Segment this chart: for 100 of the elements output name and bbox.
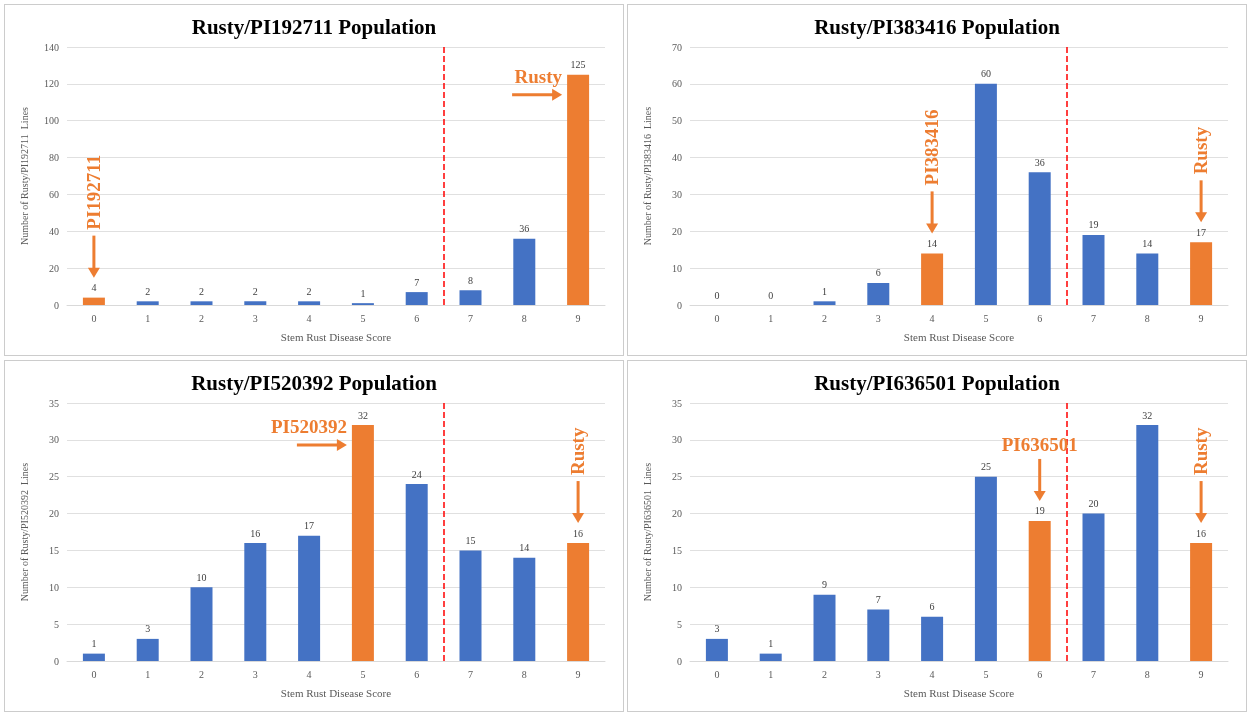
x-tick-label: 6 bbox=[1037, 668, 1043, 680]
data-label: 7 bbox=[875, 593, 881, 605]
bar bbox=[567, 74, 590, 305]
bar bbox=[1082, 513, 1105, 661]
y-tick-label: 15 bbox=[672, 544, 682, 556]
y-tick-label: 35 bbox=[49, 397, 59, 409]
y-tick-label: 0 bbox=[677, 299, 682, 311]
data-label: 20 bbox=[1088, 498, 1099, 510]
data-label: 0 bbox=[714, 289, 720, 301]
x-tick-label: 5 bbox=[983, 668, 989, 680]
data-label: 16 bbox=[250, 527, 261, 539]
bar bbox=[813, 301, 836, 305]
x-tick-label: 4 bbox=[929, 312, 935, 324]
bar bbox=[82, 297, 105, 305]
bar bbox=[244, 301, 267, 305]
y-tick-label: 20 bbox=[672, 508, 682, 520]
x-tick-label: 9 bbox=[1198, 312, 1204, 324]
data-label: 19 bbox=[1088, 219, 1099, 231]
bar bbox=[459, 550, 482, 661]
y-tick-label: 5 bbox=[54, 618, 59, 630]
bar bbox=[974, 476, 997, 661]
data-label: 1 bbox=[91, 638, 97, 650]
bar bbox=[459, 290, 482, 305]
y-tick-label: 40 bbox=[672, 152, 682, 164]
x-tick-label: 7 bbox=[468, 668, 473, 680]
x-axis-title: Stem Rust Disease Score bbox=[280, 330, 392, 343]
bar bbox=[1190, 543, 1213, 661]
bar bbox=[705, 638, 728, 661]
y-axis-title: Number of Rusty/PI383416 Lines bbox=[641, 106, 653, 246]
x-tick-label: 9 bbox=[575, 668, 581, 680]
y-tick-label: 10 bbox=[49, 581, 59, 593]
bar bbox=[1136, 425, 1159, 661]
data-label: 0 bbox=[768, 289, 774, 301]
chart-title: Rusty/PI383416 Population bbox=[814, 14, 1061, 39]
data-label: 32 bbox=[357, 409, 368, 421]
data-label: 125 bbox=[570, 59, 586, 71]
x-tick-label: 0 bbox=[91, 312, 97, 324]
annotation: Rusty bbox=[1190, 126, 1212, 175]
y-tick-label: 0 bbox=[677, 655, 682, 667]
chart-title: Rusty/PI192711 Population bbox=[191, 14, 437, 39]
data-label: 17 bbox=[304, 520, 315, 532]
data-label: 8 bbox=[468, 274, 473, 286]
bar bbox=[136, 301, 159, 305]
bar bbox=[190, 587, 213, 661]
x-tick-label: 4 bbox=[306, 312, 312, 324]
data-label: 6 bbox=[875, 267, 881, 279]
x-tick-label: 9 bbox=[1198, 668, 1204, 680]
data-label: 16 bbox=[573, 527, 584, 539]
data-label: 7 bbox=[414, 276, 420, 288]
y-axis-title: Number of Rusty/PI520392 Lines bbox=[18, 462, 30, 602]
data-label: 24 bbox=[411, 468, 422, 480]
annotation: PI520392 bbox=[270, 416, 347, 438]
data-label: 2 bbox=[145, 285, 151, 297]
bar bbox=[1028, 172, 1051, 305]
data-label: 4 bbox=[91, 282, 97, 294]
data-label: 36 bbox=[519, 223, 530, 235]
x-tick-label: 6 bbox=[414, 312, 420, 324]
x-tick-label: 7 bbox=[468, 312, 473, 324]
bar bbox=[513, 238, 536, 305]
bar bbox=[1190, 242, 1213, 305]
x-tick-label: 5 bbox=[360, 312, 366, 324]
y-tick-label: 120 bbox=[44, 78, 59, 90]
data-label: 2 bbox=[252, 285, 258, 297]
data-label: 2 bbox=[306, 285, 312, 297]
bar bbox=[867, 282, 890, 305]
y-tick-label: 100 bbox=[44, 115, 59, 127]
bar bbox=[567, 543, 590, 661]
data-label: 10 bbox=[196, 571, 207, 583]
data-label: 3 bbox=[145, 623, 151, 635]
x-tick-label: 6 bbox=[414, 668, 420, 680]
x-tick-label: 3 bbox=[252, 668, 258, 680]
data-label: 16 bbox=[1196, 527, 1207, 539]
y-tick-label: 35 bbox=[672, 397, 682, 409]
y-tick-label: 30 bbox=[672, 188, 682, 200]
y-tick-label: 30 bbox=[49, 434, 59, 446]
x-tick-label: 8 bbox=[521, 312, 527, 324]
data-label: 17 bbox=[1196, 226, 1207, 238]
data-label: 1 bbox=[360, 287, 366, 299]
y-tick-label: 50 bbox=[672, 115, 682, 127]
x-tick-label: 1 bbox=[145, 312, 151, 324]
bar bbox=[244, 543, 267, 661]
data-label: 25 bbox=[980, 461, 991, 473]
bar bbox=[759, 653, 782, 661]
y-tick-label: 30 bbox=[672, 434, 682, 446]
y-tick-label: 5 bbox=[677, 618, 682, 630]
bar bbox=[1082, 234, 1105, 305]
y-tick-label: 25 bbox=[672, 471, 682, 483]
chart-title: Rusty/PI520392 Population bbox=[191, 370, 438, 395]
data-label: 1 bbox=[822, 285, 827, 297]
y-tick-label: 0 bbox=[54, 655, 59, 667]
x-tick-label: 0 bbox=[91, 668, 97, 680]
y-axis-title: Number of Rusty/PI192711 Lines bbox=[18, 106, 30, 245]
data-label: 32 bbox=[1142, 409, 1153, 421]
data-label: 3 bbox=[714, 623, 720, 635]
y-tick-label: 15 bbox=[49, 544, 59, 556]
y-tick-label: 10 bbox=[672, 262, 682, 274]
x-tick-label: 4 bbox=[306, 668, 312, 680]
bar bbox=[813, 594, 836, 661]
x-tick-label: 2 bbox=[199, 312, 204, 324]
data-label: 14 bbox=[927, 237, 938, 249]
